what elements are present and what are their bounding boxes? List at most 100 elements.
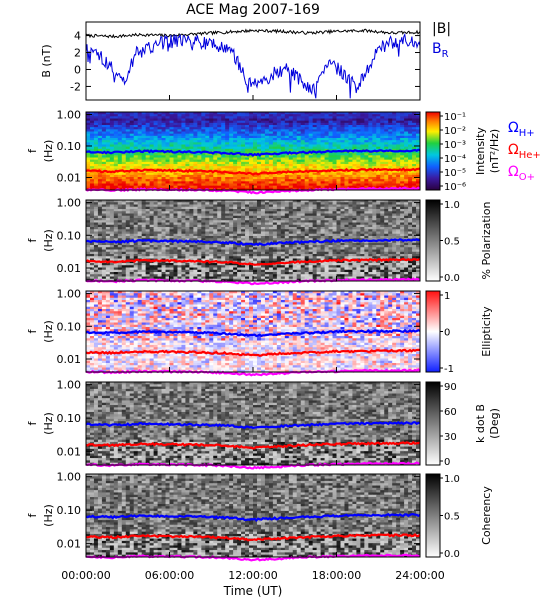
spectrogram-cell <box>352 127 357 130</box>
spectrogram-cell <box>304 245 310 248</box>
spectrogram-cell <box>348 135 353 139</box>
spectrogram-cell <box>201 213 206 217</box>
spectrogram-cell <box>213 220 218 223</box>
spectrogram-cell <box>296 125 302 128</box>
spectrogram-cell <box>245 122 250 126</box>
spectrogram-cell <box>312 131 318 135</box>
spectrogram-cell <box>169 247 174 250</box>
spectrogram-cell <box>368 157 373 161</box>
spectrogram-cell <box>153 116 158 119</box>
spectrogram-cell <box>165 236 170 239</box>
spectrogram-cell <box>197 114 202 117</box>
spectrogram-cell <box>185 179 190 182</box>
spectrogram-cell <box>396 229 401 232</box>
spectrogram-cell <box>408 185 413 189</box>
spectrogram-cell <box>272 146 278 150</box>
spectrogram-cell <box>205 231 210 235</box>
spectrogram-cell <box>360 146 365 150</box>
spectrogram-cell <box>109 129 115 132</box>
spectrogram-cell <box>129 233 135 237</box>
spectrogram-cell <box>416 215 421 219</box>
spectrogram-cell <box>264 157 270 161</box>
spectrogram-cell <box>121 245 127 248</box>
spectrogram-cell <box>117 125 123 128</box>
spectrogram-cell <box>332 229 337 232</box>
spectrogram-cell <box>292 133 298 137</box>
spectrogram-cell <box>149 227 154 230</box>
spectrogram-cell <box>356 116 361 119</box>
spectrogram-cell <box>173 118 178 122</box>
spectrogram-cell <box>209 157 214 161</box>
spectrogram-cell <box>320 211 325 214</box>
spectrogram-cell <box>117 209 123 212</box>
spectrogram-cell <box>137 218 143 221</box>
spectrogram-cell <box>368 215 373 219</box>
spectrogram-cell <box>376 142 381 145</box>
spectrogram-cell <box>404 220 409 223</box>
spectrogram-cell <box>280 164 286 167</box>
spectrogram-cell <box>368 183 373 187</box>
spectrogram-cell <box>193 116 198 119</box>
spectrogram-cell <box>368 148 373 152</box>
spectrogram-cell <box>233 183 238 187</box>
spectrogram-cell <box>221 206 226 210</box>
spectrogram-cell <box>149 159 154 163</box>
spectrogram-cell <box>368 177 373 180</box>
spectrogram-cell <box>416 177 421 180</box>
spectrogram-cell <box>237 200 242 203</box>
spectrogram-cell <box>161 118 166 122</box>
spectrogram-cell <box>165 222 170 226</box>
spectrogram-cell <box>364 220 369 223</box>
spectrogram-cell <box>189 133 194 137</box>
spectrogram-cell <box>280 168 286 171</box>
spectrogram-cell <box>312 179 318 182</box>
spectrogram-cell <box>189 155 194 158</box>
spectrogram-cell <box>308 224 314 228</box>
spectrogram-cell <box>161 114 166 117</box>
spectrogram-cell <box>276 135 282 139</box>
spectrogram-cell <box>165 164 170 167</box>
spectrogram-cell <box>213 116 218 119</box>
spectrogram-cell <box>268 222 274 226</box>
spectrogram-cell <box>368 127 373 130</box>
spectrogram-cell <box>360 164 365 167</box>
spectrogram-cell <box>109 125 115 128</box>
spectrogram-cell <box>400 133 405 137</box>
spectrogram-cell <box>209 140 214 143</box>
spectrogram-cell <box>225 227 230 230</box>
spectrogram-cell <box>141 174 147 178</box>
spectrogram-cell <box>308 204 314 208</box>
spectrogram-cell <box>173 125 178 128</box>
spectrogram-cell <box>304 153 310 156</box>
spectrogram-cell <box>197 135 202 139</box>
spectrogram-cell <box>93 242 99 246</box>
spectrogram-cell <box>101 238 107 241</box>
spectrogram-cell <box>256 218 262 221</box>
spectrogram-cell <box>145 185 151 189</box>
spectrogram-cell <box>416 164 421 167</box>
spectrogram-cell <box>185 116 190 119</box>
spectrogram-cell <box>320 179 325 182</box>
spectrogram-cell <box>133 127 139 130</box>
spectrogram-cell <box>324 142 329 145</box>
spectrogram-cell <box>400 142 405 145</box>
spectrogram-cell <box>264 131 270 135</box>
spectrogram-cell <box>348 138 353 141</box>
spectrogram-cell <box>121 215 127 219</box>
spectrogram-cell <box>364 242 369 246</box>
spectrogram-cell <box>101 122 107 126</box>
spectrogram-cell <box>97 222 103 226</box>
spectrogram-cell <box>336 125 341 128</box>
spectrogram-cell <box>412 172 417 176</box>
spectrogram-cell <box>308 148 314 152</box>
spectrogram-cell <box>149 153 154 156</box>
spectrogram-cell <box>336 211 341 214</box>
spectrogram-cell <box>260 204 266 208</box>
spectrogram-cell <box>209 172 214 176</box>
spectrogram-cell <box>209 131 214 135</box>
spectrogram-cell <box>392 153 397 156</box>
spectrogram-cell <box>149 118 154 122</box>
spectrogram-cell <box>400 131 405 135</box>
spectrogram-cell <box>356 215 361 219</box>
spectrogram-cell <box>125 114 131 117</box>
